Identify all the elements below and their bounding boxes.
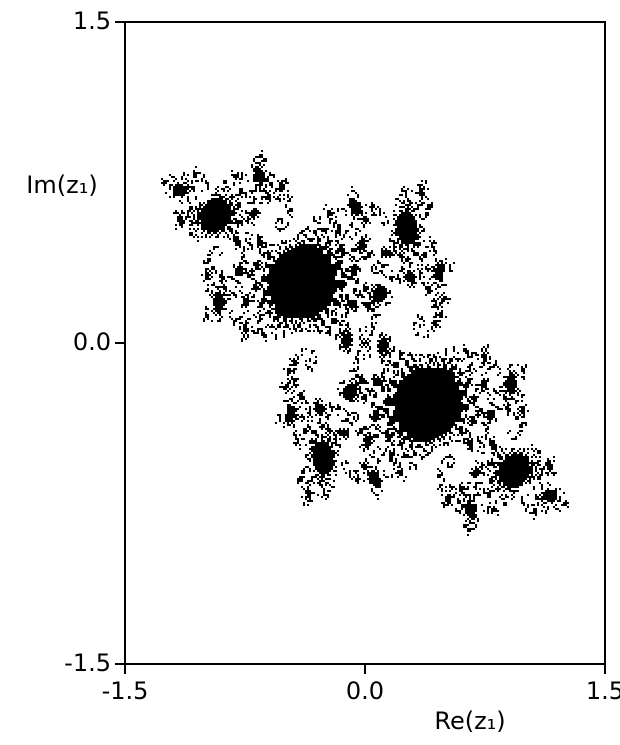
y-axis-label: Im(z₁) — [26, 171, 97, 199]
x-axis-label: Re(z₁) — [434, 707, 505, 735]
fractal-set — [161, 150, 569, 536]
y-tick-label: 1.5 — [73, 7, 111, 35]
x-tick-label: 1.5 — [586, 677, 620, 705]
x-tick-label: -1.5 — [102, 677, 149, 705]
x-tick-label: 0.0 — [346, 677, 384, 705]
y-tick-label: -1.5 — [64, 649, 111, 677]
y-tick-label: 0.0 — [73, 328, 111, 356]
